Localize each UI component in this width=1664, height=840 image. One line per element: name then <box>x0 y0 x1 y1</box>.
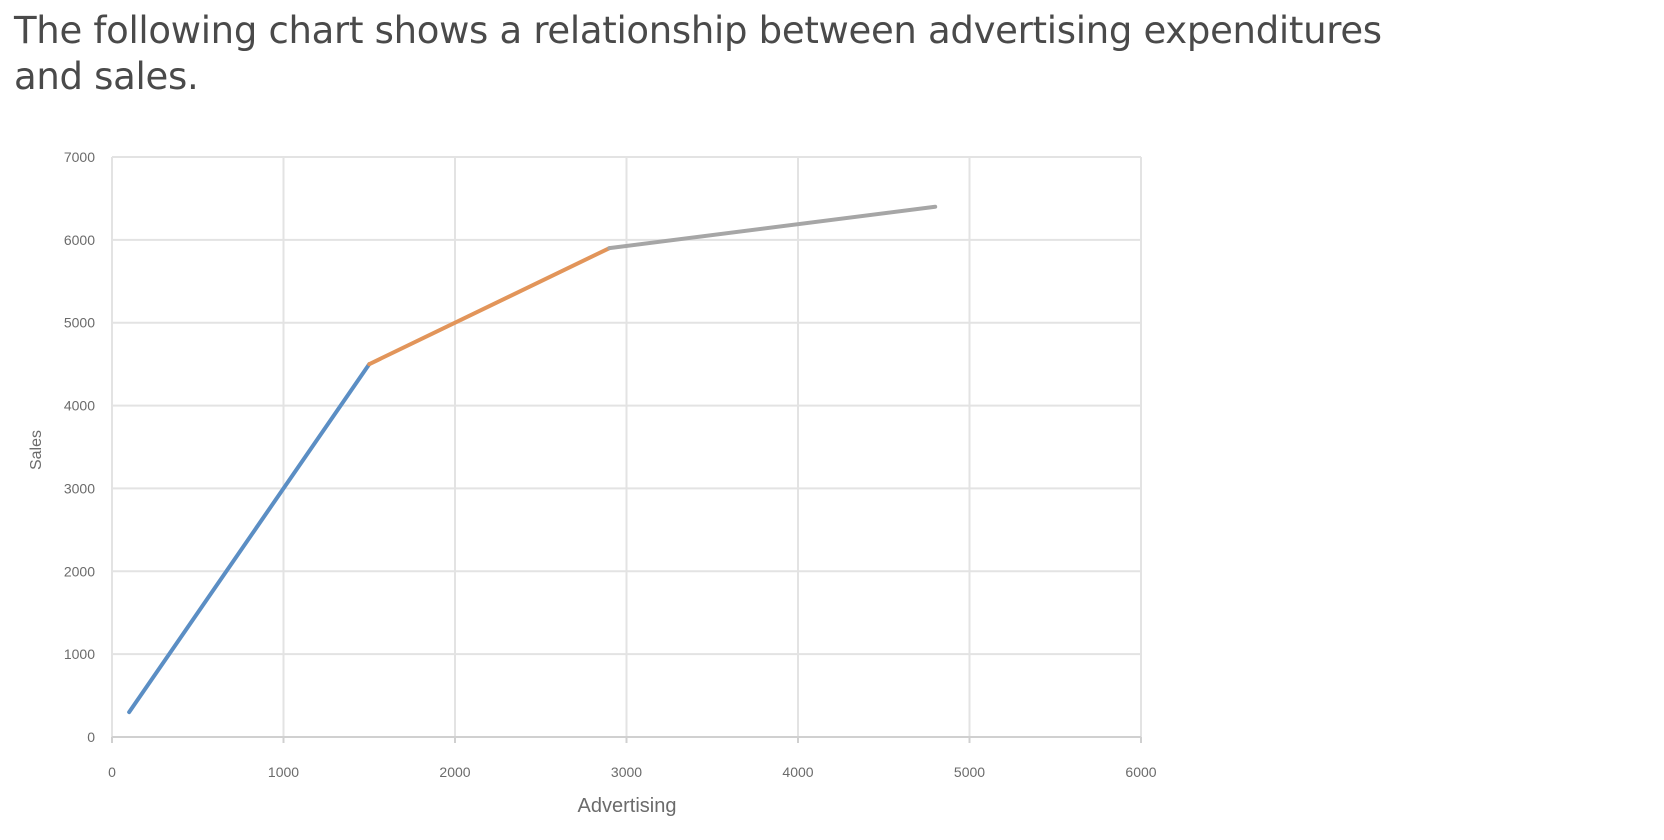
y-tick-label: 1000 <box>64 646 95 662</box>
x-tick-label: 0 <box>108 764 116 780</box>
x-tick-label: 2000 <box>439 764 470 780</box>
y-tick-label: 6000 <box>64 232 95 248</box>
y-axis-label: Sales <box>28 430 45 470</box>
series-line <box>367 246 612 367</box>
chart-axes <box>111 736 1142 743</box>
x-tick-label: 4000 <box>782 764 813 780</box>
x-axis-tick-labels: 0 1000 2000 3000 4000 5000 6000 <box>108 764 1157 780</box>
y-tick-label: 7000 <box>64 149 95 165</box>
chart-series-lines <box>127 204 938 715</box>
y-tick-label: 3000 <box>64 480 95 496</box>
series-line <box>127 362 372 715</box>
y-tick-label: 4000 <box>64 398 95 414</box>
chart-gridlines <box>111 156 1142 738</box>
x-tick-label: 3000 <box>611 764 642 780</box>
question-text: The following chart shows a relationship… <box>14 9 1382 98</box>
x-axis-label: Advertising <box>578 795 677 817</box>
y-axis-tick-labels: 0 1000 2000 3000 4000 5000 6000 7000 <box>64 149 95 745</box>
y-tick-label: 2000 <box>64 563 95 579</box>
x-tick-label: 1000 <box>268 764 299 780</box>
x-tick-label: 6000 <box>1125 764 1156 780</box>
y-tick-label: 5000 <box>64 315 95 331</box>
series-line <box>607 204 938 251</box>
x-tick-label: 5000 <box>954 764 985 780</box>
y-tick-label: 0 <box>87 729 95 745</box>
